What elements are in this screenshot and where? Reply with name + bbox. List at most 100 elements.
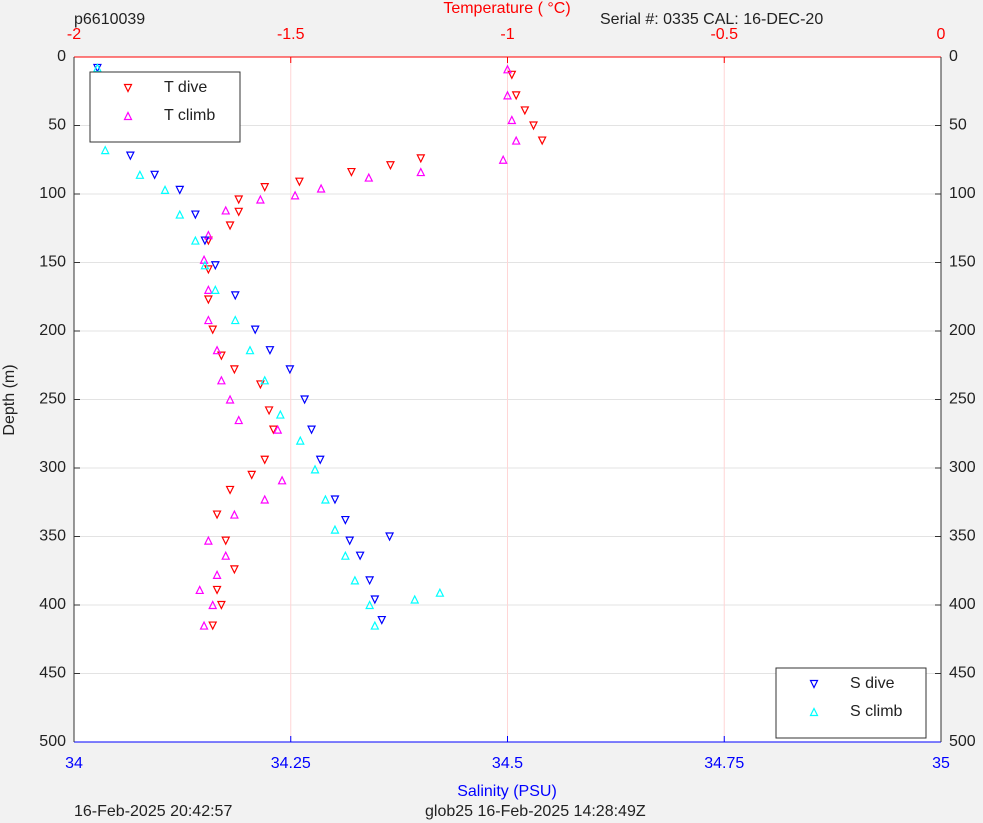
- point: [273, 424, 283, 434]
- x-tick-label: 34: [65, 755, 83, 772]
- point: [268, 425, 278, 435]
- point: [221, 205, 231, 215]
- legend-marker: [123, 111, 133, 121]
- y-tick-label: 450: [949, 665, 976, 682]
- x2-tick-label: -0.5: [710, 26, 738, 43]
- x2-tick-label: -1.5: [277, 26, 305, 43]
- point: [175, 185, 185, 195]
- point: [210, 261, 220, 271]
- point: [150, 170, 160, 180]
- point: [203, 230, 213, 240]
- point: [310, 464, 320, 474]
- point: [345, 536, 355, 546]
- y-tick-label: 200: [949, 322, 976, 339]
- point: [221, 550, 231, 560]
- point: [416, 167, 426, 177]
- legend-marker: [809, 707, 819, 717]
- y-tick-label: 500: [39, 733, 66, 750]
- legend-label: S climb: [850, 703, 903, 720]
- y-tick-label: 200: [39, 322, 66, 339]
- point: [92, 63, 102, 73]
- point: [300, 395, 310, 405]
- point: [208, 621, 218, 631]
- point: [195, 585, 205, 595]
- point: [208, 600, 218, 610]
- y-tick-label: 250: [39, 391, 66, 408]
- point: [203, 295, 213, 305]
- point: [330, 524, 340, 534]
- point: [190, 210, 200, 220]
- point: [307, 425, 317, 435]
- x-tick-label: 34.25: [271, 755, 311, 772]
- y-tick-label: 0: [57, 48, 66, 65]
- footer-left: 16-Feb-2025 20:42:57: [74, 803, 232, 820]
- point: [199, 620, 209, 630]
- point: [370, 620, 380, 630]
- y-tick-label: 300: [949, 459, 976, 476]
- point: [216, 351, 226, 361]
- point: [507, 115, 517, 125]
- title-right: Serial #: 0335 CAL: 16-DEC-20: [600, 11, 823, 28]
- point: [295, 435, 305, 445]
- point: [511, 135, 521, 145]
- y-tick-label: 350: [949, 528, 976, 545]
- x-tick-label: 35: [932, 755, 950, 772]
- y-tick-label: 50: [949, 117, 967, 134]
- point: [250, 325, 260, 335]
- point: [285, 365, 295, 375]
- y-tick-label: 350: [39, 528, 66, 545]
- x2-label: Temperature ( °C): [443, 0, 570, 17]
- point: [260, 183, 270, 192]
- point: [355, 551, 365, 561]
- point: [203, 315, 213, 325]
- point: [229, 509, 239, 519]
- legend-label: T climb: [164, 107, 215, 124]
- point: [529, 121, 538, 131]
- point: [294, 177, 304, 187]
- point: [225, 485, 235, 495]
- point: [125, 151, 135, 161]
- point: [221, 536, 231, 546]
- point: [229, 365, 239, 375]
- point: [410, 594, 420, 604]
- y-tick-label: 50: [48, 117, 66, 134]
- point: [203, 535, 213, 545]
- point: [435, 587, 445, 597]
- footer-right: glob25 16-Feb-2025 14:28:49Z: [425, 803, 646, 820]
- point: [520, 106, 530, 116]
- x-tick-label: 34.75: [704, 755, 744, 772]
- y-tick-label: 0: [949, 48, 958, 65]
- point: [264, 406, 274, 416]
- point: [234, 415, 244, 425]
- point: [230, 315, 240, 325]
- y-tick-label: 250: [949, 391, 976, 408]
- x2-tick-label: -1: [500, 26, 514, 43]
- point: [416, 154, 426, 164]
- point: [160, 185, 170, 194]
- point: [212, 570, 222, 579]
- point: [100, 145, 110, 155]
- point: [225, 394, 235, 404]
- legend-box: [89, 71, 241, 143]
- point: [511, 91, 521, 101]
- point: [265, 346, 275, 356]
- point: [340, 550, 350, 560]
- point: [275, 409, 285, 419]
- y-tick-label: 400: [949, 596, 976, 613]
- point: [260, 494, 270, 504]
- point: [229, 565, 239, 575]
- point: [507, 70, 517, 80]
- point: [315, 455, 325, 465]
- point: [498, 154, 508, 164]
- point: [208, 325, 218, 335]
- point: [260, 455, 270, 465]
- y-tick-label: 150: [949, 254, 976, 271]
- point: [277, 475, 287, 485]
- point: [210, 285, 220, 294]
- point: [370, 595, 380, 605]
- point: [365, 600, 375, 610]
- point: [255, 380, 265, 390]
- point: [290, 190, 300, 200]
- point: [364, 172, 374, 182]
